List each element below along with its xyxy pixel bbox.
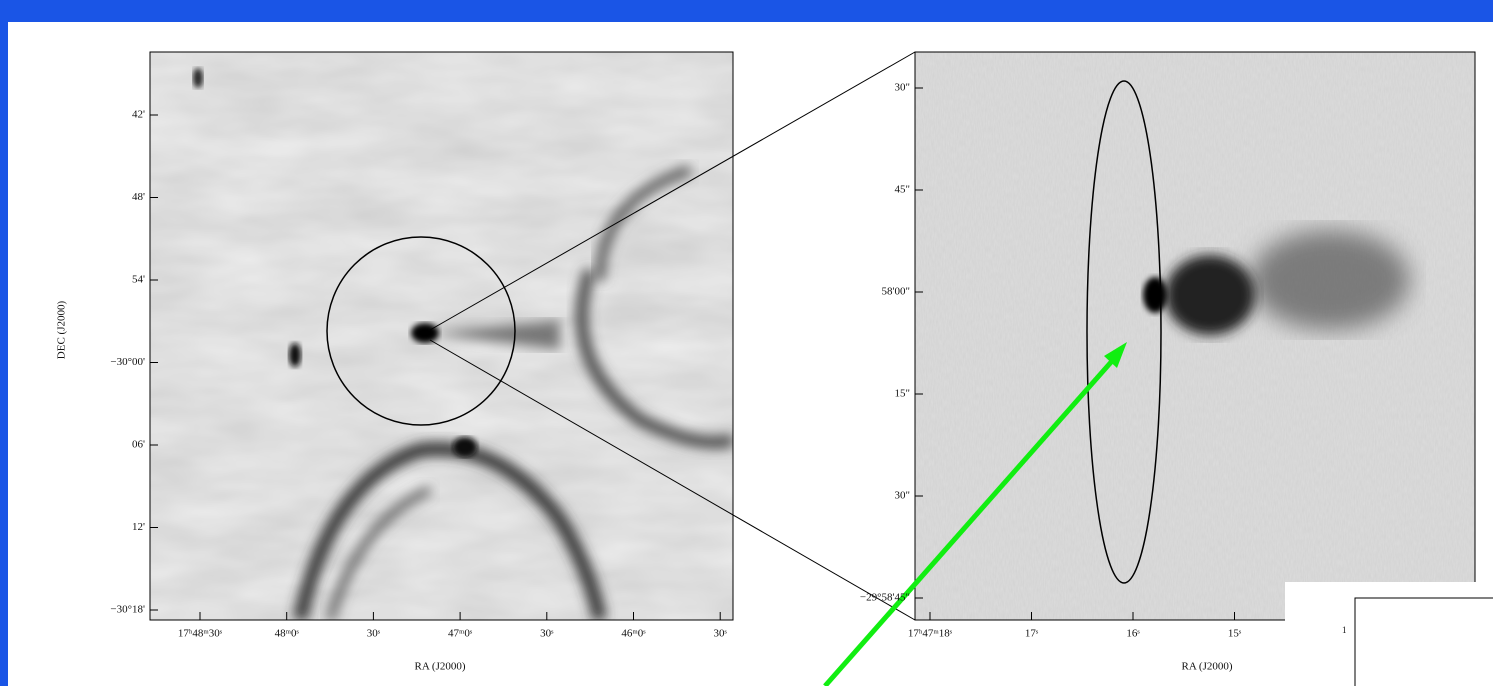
x-tick-label: 47ᵐ0ˢ bbox=[448, 628, 473, 640]
pointer-arrow bbox=[823, 350, 1122, 686]
y-tick-label: 30" bbox=[895, 490, 911, 502]
y-tick-label: 58'00" bbox=[882, 286, 910, 298]
y-tick-label: 15" bbox=[895, 388, 911, 400]
radio-image-zoom bbox=[915, 52, 1475, 620]
y-tick-label: 06' bbox=[132, 439, 145, 451]
x-axis-label: RA (J2000) bbox=[414, 661, 465, 673]
y-tick-label: 42' bbox=[132, 109, 145, 121]
x-tick-label: 17ˢ bbox=[1025, 628, 1039, 640]
y-tick-label: −30°00' bbox=[110, 356, 145, 368]
radio-image-wide bbox=[150, 52, 733, 620]
y-tick-label: −29°58'45" bbox=[860, 592, 910, 604]
x-tick-label: 30ˢ bbox=[367, 628, 381, 640]
x-tick-label: 15ˢ bbox=[1228, 628, 1242, 640]
x-tick-label: 17ʰ47ᵐ18ˢ bbox=[908, 628, 953, 640]
inset-plot bbox=[1285, 582, 1493, 686]
y-tick-label: 48' bbox=[132, 191, 145, 203]
x-tick-label: 16ˢ bbox=[1126, 628, 1140, 640]
zoom-line bbox=[429, 339, 916, 621]
y-tick-label: 30" bbox=[895, 82, 911, 94]
x-tick-label: 17ʰ48ᵐ30ˢ bbox=[178, 628, 223, 640]
inset-tick-label: 1 bbox=[1342, 625, 1347, 635]
x-tick-label: 30ˢ bbox=[540, 628, 554, 640]
y-axis-label: DEC (J2000) bbox=[56, 300, 68, 359]
y-tick-label: 12' bbox=[132, 521, 145, 533]
y-tick-label: 54' bbox=[132, 274, 145, 286]
y-tick-label: 45" bbox=[895, 184, 911, 196]
inset-axes bbox=[1354, 597, 1493, 686]
arrow-head bbox=[1104, 342, 1127, 368]
frame bbox=[149, 51, 734, 621]
x-tick-label: 46ᵐ0ˢ bbox=[621, 628, 646, 640]
y-tick-label: −30°18' bbox=[110, 604, 145, 616]
frame bbox=[914, 51, 1476, 621]
x-tick-label: 30ˢ bbox=[714, 628, 728, 640]
x-tick-label: 48ᵐ0ˢ bbox=[275, 628, 300, 640]
x-axis-label: RA (J2000) bbox=[1181, 661, 1232, 673]
zoom-line bbox=[429, 51, 916, 331]
